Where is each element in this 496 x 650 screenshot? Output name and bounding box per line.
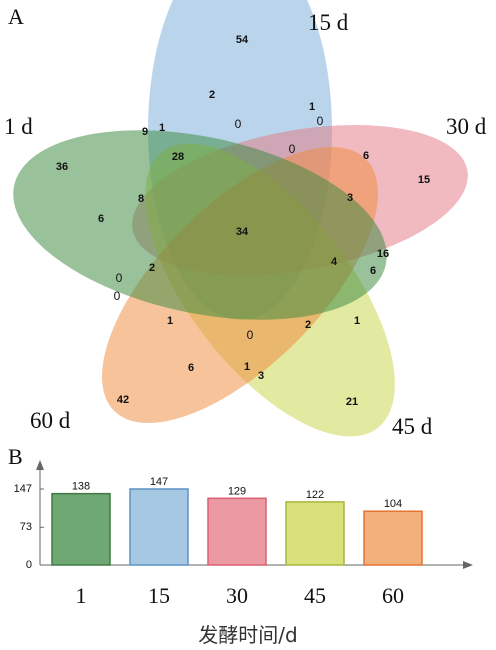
- venn-region-count: 1: [309, 101, 315, 113]
- x-tick-label: 30: [226, 583, 248, 608]
- venn-region-count: 8: [138, 193, 144, 205]
- venn-set-1d: [13, 130, 387, 320]
- venn-label-45d: 45 d: [392, 414, 433, 439]
- venn-region-count: 28: [172, 151, 184, 163]
- venn-region-count: 2: [305, 319, 311, 331]
- venn-region-count: 16: [377, 248, 389, 260]
- venn-region-count: 6: [98, 213, 104, 225]
- bar-value-label: 147: [150, 476, 168, 488]
- venn-region-count: 6: [188, 362, 194, 374]
- x-tick-label: 15: [148, 583, 170, 608]
- venn-region-count: 1: [167, 315, 173, 327]
- venn-label-1d: 1 d: [4, 114, 33, 139]
- x-tick-label: 1: [76, 583, 87, 608]
- bar: [51, 492, 111, 566]
- venn-region-count: 1: [354, 315, 360, 327]
- y-tick-label: 0: [26, 559, 32, 571]
- bar-value-label: 138: [72, 481, 90, 493]
- venn-region-count: 0: [116, 271, 123, 285]
- venn-region-count: 3: [347, 192, 353, 204]
- venn-region-count: 15: [418, 174, 430, 186]
- x-tick-label: 60: [382, 583, 404, 608]
- venn-region-count: 3: [258, 370, 264, 382]
- bar-value-label: 122: [306, 489, 324, 501]
- venn-region-count: 1: [244, 361, 250, 373]
- venn-region-count: 0: [289, 142, 296, 156]
- y-tick-label: 147: [14, 483, 32, 495]
- bar: [207, 497, 267, 566]
- x-axis-label: 发酵时间/d: [198, 623, 297, 647]
- venn-region-count: 9: [142, 126, 148, 138]
- venn-region-count: 21: [346, 396, 358, 408]
- venn-region-count: 42: [117, 394, 129, 406]
- bar: [285, 501, 345, 566]
- venn-region-count: 6: [370, 265, 376, 277]
- venn-region-count: 4: [331, 256, 338, 268]
- bar-value-label: 104: [384, 498, 402, 510]
- x-tick-label: 45: [304, 583, 326, 608]
- panel-a-letter: A: [8, 4, 24, 29]
- bar-value-label: 129: [228, 485, 246, 497]
- venn-label-30d: 30 d: [446, 114, 487, 139]
- venn-region-count: 0: [247, 328, 254, 342]
- y-tick-label: 73: [20, 521, 32, 533]
- venn-region-count: 1: [159, 122, 165, 134]
- venn-region-count: 0: [235, 117, 242, 131]
- venn-region-count: 6: [363, 150, 369, 162]
- y-axis-arrow: [36, 460, 44, 470]
- panel-b-letter: B: [8, 444, 23, 469]
- bar: [129, 488, 189, 566]
- venn-region-count: 34: [236, 226, 249, 238]
- x-axis-arrow: [463, 561, 473, 569]
- venn-region-count: 36: [56, 161, 68, 173]
- bar: [363, 510, 423, 566]
- venn-label-60d: 60 d: [30, 408, 71, 433]
- venn-diagram: [13, 0, 468, 437]
- venn-region-count: 0: [114, 289, 121, 303]
- venn-region-count: 0: [317, 114, 324, 128]
- venn-region-count: 2: [209, 89, 215, 101]
- bar-chart: 0 73 147 138 1 147 15 129 30 122 45 104 60: [14, 460, 473, 608]
- venn-label-15d: 15 d: [308, 10, 349, 35]
- venn-region-count: 54: [236, 34, 249, 46]
- venn-region-count: 2: [149, 262, 155, 274]
